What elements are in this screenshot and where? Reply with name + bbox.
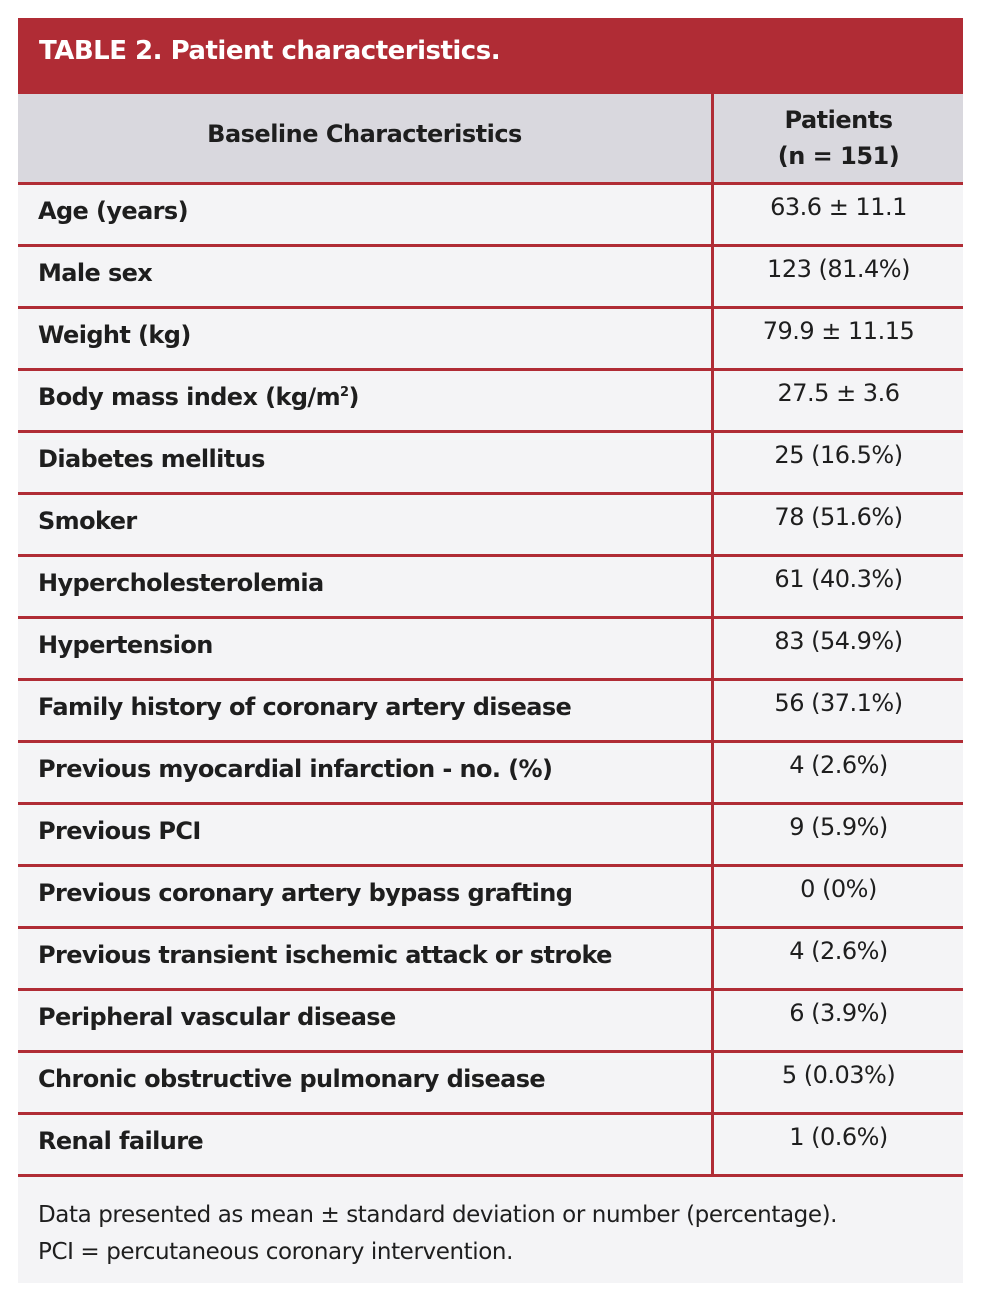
row-label: Chronic obstructive pulmonary disease <box>18 1053 714 1112</box>
header-patients-line2: (n = 151) <box>777 142 900 170</box>
row-value: 9 (5.9%) <box>789 813 888 841</box>
table-row: Smoker 78 (51.6%) <box>18 495 963 557</box>
row-value: 79.9 ± 11.15 <box>762 317 915 345</box>
footnote-line2: PCI = percutaneous coronary intervention… <box>38 1239 514 1265</box>
row-label: Previous myocardial infarction - no. (%) <box>18 743 714 802</box>
table-row: Hypertension 83 (54.9%) <box>18 619 963 681</box>
row-label: Renal failure <box>18 1115 714 1174</box>
table-label: TABLE 2. <box>39 36 163 66</box>
table-row: Male sex 123 (81.4%) <box>18 247 963 309</box>
table-row: Family history of coronary artery diseas… <box>18 681 963 743</box>
row-label: Diabetes mellitus <box>18 433 714 492</box>
row-label: Peripheral vascular disease <box>18 991 714 1050</box>
table-row: Previous PCI 9 (5.9%) <box>18 805 963 867</box>
table-row: Previous coronary artery bypass grafting… <box>18 867 963 929</box>
row-value: 5 (0.03%) <box>781 1061 896 1089</box>
row-label: Previous transient ischemic attack or st… <box>18 929 714 988</box>
patient-characteristics-table: TABLE 2. Patient characteristics. Baseli… <box>18 18 963 1283</box>
row-value: 1 (0.6%) <box>789 1123 888 1151</box>
table-row: Previous transient ischemic attack or st… <box>18 929 963 991</box>
row-value: 6 (3.9%) <box>789 999 888 1027</box>
row-value: 123 (81.4%) <box>767 255 910 283</box>
row-value: 0 (0%) <box>800 875 877 903</box>
table-header: Baseline Characteristics Patients (n = 1… <box>18 94 963 185</box>
row-value: 4 (2.6%) <box>789 751 888 779</box>
row-label: Previous coronary artery bypass grafting <box>18 867 714 926</box>
table-row: Previous myocardial infarction - no. (%)… <box>18 743 963 805</box>
header-patients: Patients (n = 151) <box>714 94 963 182</box>
row-label: Family history of coronary artery diseas… <box>18 681 714 740</box>
table-row: Body mass index (kg/m2) 27.5 ± 3.6 <box>18 371 963 433</box>
table-row: Weight (kg) 79.9 ± 11.15 <box>18 309 963 371</box>
row-label: Male sex <box>18 247 714 306</box>
table-body: Age (years) 63.6 ± 11.1 Male sex 123 (81.4%… <box>18 185 963 1177</box>
table-row: Hypercholesterolemia 61 (40.3%) <box>18 557 963 619</box>
row-value: 61 (40.3%) <box>774 565 903 593</box>
row-value: 78 (51.6%) <box>774 503 903 531</box>
table-row: Peripheral vascular disease 6 (3.9%) <box>18 991 963 1053</box>
row-label: Smoker <box>18 495 714 554</box>
table-caption: Patient characteristics. <box>170 36 501 66</box>
header-patients-line1: Patients <box>784 106 893 134</box>
row-value: 4 (2.6%) <box>789 937 888 965</box>
row-label: Weight (kg) <box>18 309 714 368</box>
row-label: Body mass index (kg/m2) <box>18 371 714 430</box>
header-baseline: Baseline Characteristics <box>18 94 714 182</box>
table-row: Diabetes mellitus 25 (16.5%) <box>18 433 963 495</box>
row-label: Age (years) <box>18 185 714 244</box>
row-value: 25 (16.5%) <box>774 441 903 469</box>
table-footnote: Data presented as mean ± standard deviat… <box>18 1177 963 1283</box>
row-value: 83 (54.9%) <box>774 627 903 655</box>
row-value: 27.5 ± 3.6 <box>777 379 900 407</box>
table-row: Chronic obstructive pulmonary disease 5 (… <box>18 1053 963 1115</box>
row-label: Hypertension <box>18 619 714 678</box>
footnote-line1: Data presented as mean ± standard deviat… <box>38 1202 838 1228</box>
row-value: 56 (37.1%) <box>774 689 903 717</box>
table-row: Renal failure 1 (0.6%) <box>18 1115 963 1177</box>
row-value: 63.6 ± 11.1 <box>770 193 907 221</box>
table-row: Age (years) 63.6 ± 11.1 <box>18 185 963 247</box>
row-label: Hypercholesterolemia <box>18 557 714 616</box>
table-title: TABLE 2. Patient characteristics. <box>18 18 963 94</box>
row-label: Previous PCI <box>18 805 714 864</box>
